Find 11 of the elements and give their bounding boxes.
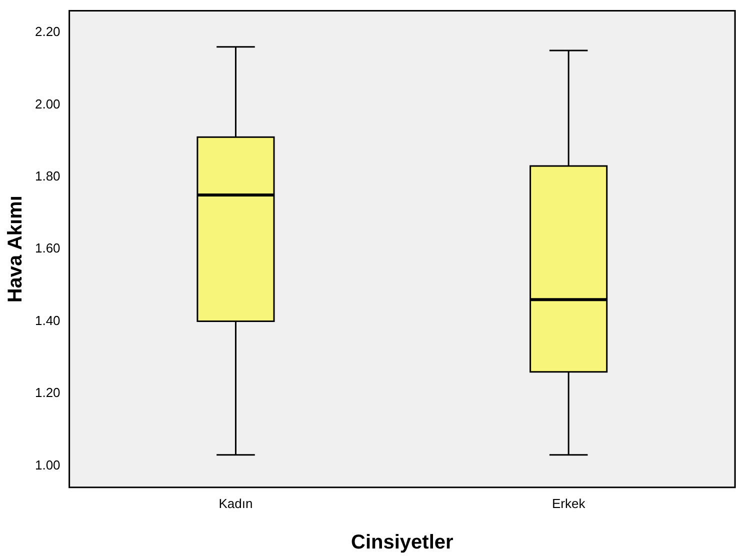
y-tick-label: 1.80 [34,168,60,184]
y-tick-label: 1.00 [34,457,60,472]
y-tick-label: 1.40 [34,312,60,328]
y-axis-title: Hava Akımı [4,196,27,303]
y-tick-label: 1.60 [34,240,60,256]
y-tick-label: 2.00 [34,96,60,112]
x-tick-label: Kadın [218,496,253,511]
x-tick-label: Erkek [552,496,586,511]
x-axis-title: Cinsiyetler [351,532,454,554]
y-tick-label: 2.20 [34,24,60,40]
y-tick-label: 1.20 [34,385,60,400]
